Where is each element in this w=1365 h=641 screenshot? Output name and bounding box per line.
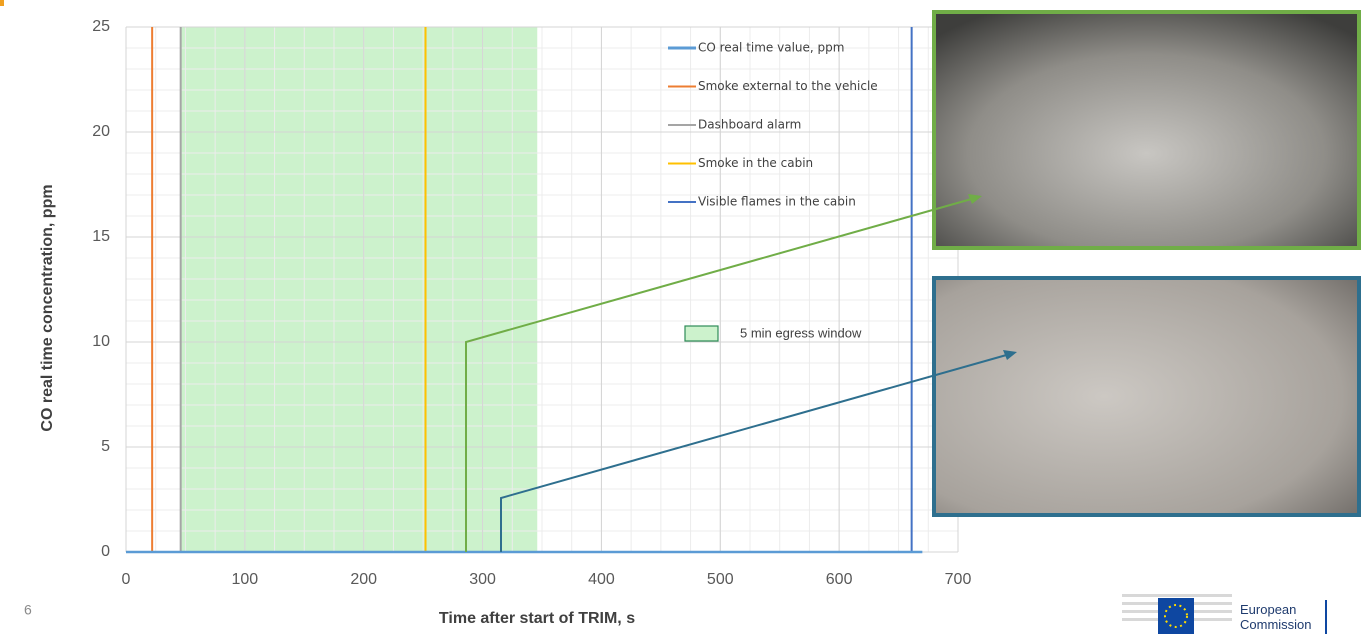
egress-band [181, 27, 538, 552]
x-tick-label: 400 [588, 571, 615, 588]
x-tick-label: 600 [826, 571, 853, 588]
legend-label: Visible flames in the cabin [698, 195, 856, 209]
y-tick-label: 20 [92, 123, 110, 140]
y-tick-label: 0 [101, 543, 110, 560]
plot: 0 100 200 300 400 500 600 700 0 5 10 15 20 25 CO real … [92, 18, 971, 588]
x-tick-label: 300 [469, 571, 496, 588]
corner-mark [0, 0, 4, 6]
y-tick-label: 5 [101, 438, 110, 455]
legend-swatch [685, 326, 718, 341]
legend-label: Dashboard alarm [698, 118, 801, 132]
legend-label: CO real time value, ppm [698, 41, 844, 55]
x-tick-label: 100 [232, 571, 259, 588]
y-axis-label: CO real time concentration, ppm [39, 184, 56, 431]
x-tick-label: 500 [707, 571, 734, 588]
legend-label: Smoke external to the vehicle [698, 79, 878, 93]
page-number: 6 [24, 602, 32, 618]
x-tick-label: 200 [350, 571, 377, 588]
y-tick-label: 15 [92, 228, 110, 245]
cabin-photo-1 [934, 12, 1359, 248]
x-tick-label: 0 [122, 571, 131, 588]
cabin-photo-2 [934, 278, 1359, 515]
y-tick-label: 25 [92, 18, 110, 35]
page: {"chart_data": {"type": "line", "x_label… [0, 0, 1365, 636]
x-axis-label: Time after start of TRIM, s [439, 610, 635, 627]
legend-label: 5 min egress window [740, 325, 862, 340]
x-tick-label: 700 [945, 571, 972, 588]
y-tick-label: 10 [92, 333, 110, 350]
legend-label: Smoke in the cabin [698, 156, 813, 170]
slide: 0 100 200 300 400 500 600 700 0 5 10 15 20 25 CO real … [0, 0, 1365, 636]
